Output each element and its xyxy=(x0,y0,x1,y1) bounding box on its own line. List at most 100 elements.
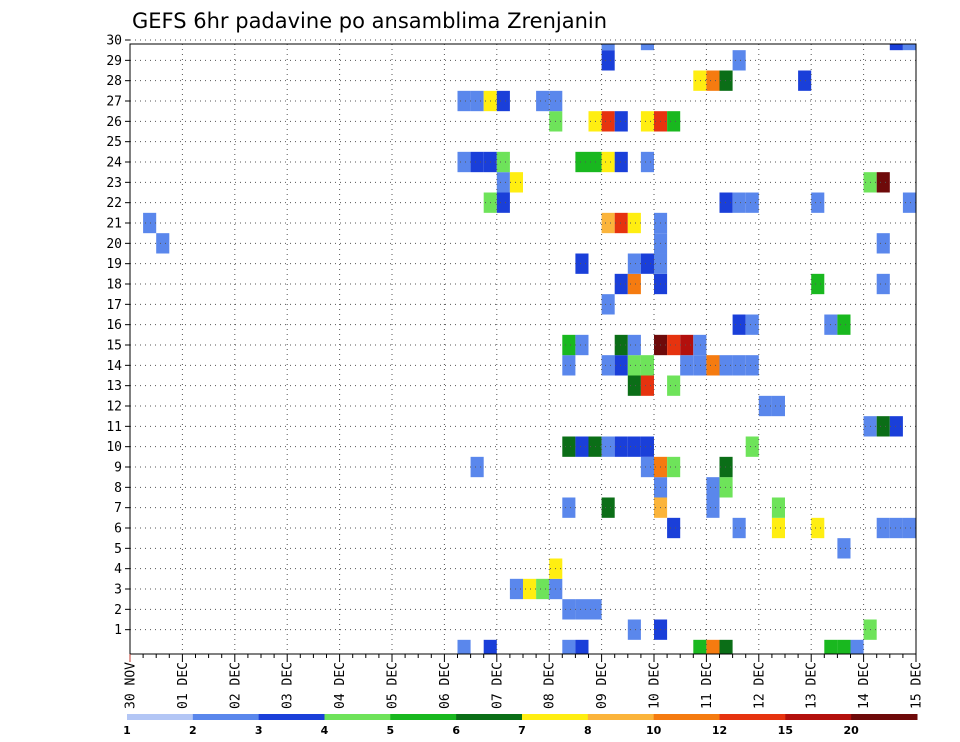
heatmap-cell xyxy=(771,517,785,539)
y-tick-label: 11 xyxy=(106,420,122,435)
heatmap-cell xyxy=(496,151,510,173)
heatmap-cells xyxy=(143,44,916,654)
heatmap-cell xyxy=(640,375,654,396)
y-tick-label: 5 xyxy=(114,542,122,557)
y-tick-label: 30 xyxy=(106,34,122,49)
heatmap-cell xyxy=(601,50,615,71)
heatmap-cell xyxy=(876,517,890,539)
heatmap-cell xyxy=(719,192,733,213)
heatmap-cell xyxy=(562,334,576,356)
heatmap-cell xyxy=(627,436,641,457)
y-tick-label: 21 xyxy=(106,217,122,232)
y-tick-label: 12 xyxy=(106,400,122,415)
heatmap-cell xyxy=(889,416,903,437)
y-tick-label: 2 xyxy=(114,603,122,618)
heatmap-cell xyxy=(614,436,628,457)
heatmap-cell xyxy=(575,639,589,654)
colorbar-label: 7 xyxy=(518,724,526,737)
heatmap-cell xyxy=(536,578,550,600)
heatmap-cell xyxy=(562,497,576,518)
heatmap-cell xyxy=(732,355,746,376)
heatmap-cell xyxy=(745,314,759,335)
x-tick-label: 04 DEC xyxy=(333,662,348,709)
heatmap-cell xyxy=(811,517,825,539)
heatmap-cell xyxy=(143,212,157,234)
heatmap-cell xyxy=(732,192,746,213)
y-tick-label: 25 xyxy=(106,135,122,150)
heatmap-cell xyxy=(627,212,641,234)
x-tick-label: 03 DEC xyxy=(281,662,296,709)
y-tick-label: 6 xyxy=(114,522,122,537)
colorbar-swatch xyxy=(522,714,589,720)
heatmap-cell xyxy=(562,639,576,654)
x-tick-label: 02 DEC xyxy=(228,662,243,709)
heatmap-cell xyxy=(601,355,615,376)
heatmap-cell xyxy=(693,639,707,654)
heatmap-cell xyxy=(614,334,628,356)
heatmap-cell xyxy=(719,477,733,498)
x-tick-label: 14 DEC xyxy=(857,662,872,709)
colorbar-label: 20 xyxy=(844,724,860,737)
y-tick-label: 29 xyxy=(106,54,122,69)
x-tick-label: 11 DEC xyxy=(700,662,715,709)
heatmap-cell xyxy=(470,90,484,112)
heatmap-cell xyxy=(889,44,903,51)
colorbar-label: 1 xyxy=(123,724,131,737)
heatmap-cell xyxy=(811,192,825,213)
colorbar-swatch xyxy=(587,714,655,720)
y-tick-label: 7 xyxy=(114,501,122,516)
heatmap-cell xyxy=(837,538,851,559)
heatmap-cell xyxy=(693,70,707,91)
y-tick-label: 19 xyxy=(106,257,122,272)
y-tick-label: 26 xyxy=(106,115,122,130)
colorbar-label: 15 xyxy=(778,724,793,737)
heatmap-cell xyxy=(640,436,654,457)
heatmap-cell xyxy=(667,375,681,396)
heatmap-cell xyxy=(627,619,641,640)
y-tick-label: 15 xyxy=(106,339,122,354)
heatmap-cell xyxy=(706,639,720,654)
heatmap-cell xyxy=(627,375,641,396)
heatmap-cell xyxy=(457,90,471,112)
heatmap-cell xyxy=(601,151,615,173)
heatmap-cell xyxy=(745,355,759,376)
y-tick-label: 4 xyxy=(114,562,122,577)
y-tick-label: 28 xyxy=(106,74,122,89)
x-tick-label: 30 NOV xyxy=(124,662,139,709)
x-tick-label: 07 DEC xyxy=(490,662,505,709)
y-tick-label: 14 xyxy=(106,359,122,374)
heatmap-cell xyxy=(575,151,589,173)
heatmap-cell xyxy=(470,151,484,173)
x-tick-label: 09 DEC xyxy=(595,662,610,709)
y-tick-label: 9 xyxy=(114,461,122,476)
colorbar-label: 5 xyxy=(387,724,395,737)
colorbar-swatch xyxy=(127,714,194,720)
heatmap-cell xyxy=(614,273,628,295)
heatmap-cell xyxy=(680,355,694,376)
x-tick-label: 06 DEC xyxy=(438,662,453,709)
y-tick-label: 13 xyxy=(106,379,122,394)
heatmap-cell xyxy=(457,639,471,654)
heatmap-cell xyxy=(156,233,170,254)
y-tick-label: 20 xyxy=(106,237,122,252)
heatmap-cell xyxy=(902,517,916,539)
y-tick-label: 17 xyxy=(106,298,122,313)
heatmap-cell xyxy=(457,151,471,173)
heatmap-cell xyxy=(667,334,681,356)
heatmap-cell xyxy=(640,456,654,478)
heatmap-cell xyxy=(693,355,707,376)
heatmap-cell xyxy=(640,44,654,51)
y-tick-label: 10 xyxy=(106,440,122,455)
plot-frame xyxy=(129,43,917,655)
x-tick-label: 12 DEC xyxy=(752,662,767,709)
heatmap-cell xyxy=(627,273,641,295)
heatmap-cell xyxy=(640,253,654,274)
heatmap-cell xyxy=(706,355,720,376)
heatmap-cell xyxy=(902,44,916,51)
heatmap-cell xyxy=(771,497,785,518)
heatmap-cell xyxy=(706,497,720,518)
heatmap-cell xyxy=(575,334,589,356)
x-tick-label: 15 DEC xyxy=(910,662,925,709)
heatmap-cell xyxy=(601,111,615,132)
